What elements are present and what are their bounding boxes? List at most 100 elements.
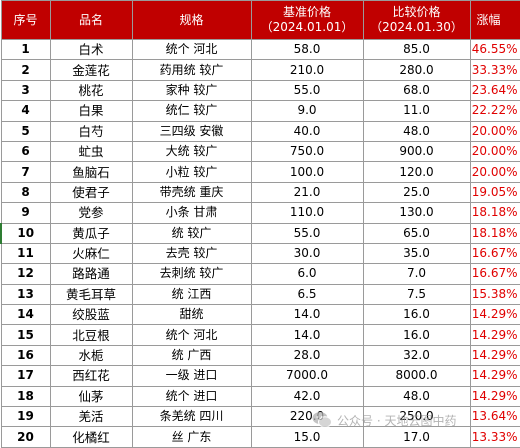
cell-price-end: 48.0 [362, 385, 471, 408]
cell-price-end: 130.0 [362, 202, 471, 224]
table-row: 3 桃花 家种 较广 55.0 68.0 23.64% [0, 79, 520, 102]
cell-price-end: 120.0 [362, 161, 471, 183]
cell-price-end: 48.0 [362, 120, 471, 142]
cell-spec: 统 较广 [131, 222, 252, 244]
cell-price-start: 210.0 [250, 59, 364, 81]
cell-change: 20.00% [469, 161, 520, 183]
cell-name: 白果 [49, 100, 133, 122]
cell-spec: 统个 河北 [131, 324, 252, 346]
cell-price-end: 11.0 [362, 100, 471, 122]
cell-no: 8 [0, 181, 51, 204]
table-row: 18 仙茅 统个 进口 42.0 48.0 14.29% [0, 385, 520, 408]
header-price-start: 基准价格 （2024.01.01） [250, 0, 364, 40]
cell-spec: 条羌统 四川 [131, 406, 252, 428]
table-row: 2 金莲花 药用统 较广 210.0 280.0 33.33% [0, 59, 520, 81]
cell-name: 仙茅 [49, 385, 133, 408]
cell-spec: 统 广西 [131, 344, 252, 367]
cell-no: 10 [0, 222, 51, 244]
cell-no: 13 [0, 283, 51, 306]
cell-price-start: 100.0 [250, 161, 364, 183]
table-row: 16 水栀统 广西 28.0 32.0 14.29% [0, 344, 520, 367]
cell-spec: 小条 甘肃 [131, 202, 252, 224]
cell-price-start: 750.0 [250, 140, 364, 163]
cell-name: 党参 [49, 202, 133, 224]
cell-price-start: 14.0 [250, 304, 364, 326]
table-row: 14 绞股蓝 甜统 14.0 16.0 14.29% [0, 304, 520, 326]
cell-no: 14 [0, 304, 51, 326]
cell-no: 9 [0, 202, 51, 224]
cell-spec: 甜统 [131, 304, 252, 326]
cell-change: 23.64% [469, 79, 520, 102]
cell-no: 18 [0, 385, 51, 408]
cell-change: 14.29% [469, 344, 520, 367]
cell-price-start: 7000.0 [250, 365, 364, 387]
cell-price-start: 55.0 [250, 79, 364, 102]
table-row: 10 黄瓜子统 较广 55.0 65.0 18.18% [0, 222, 520, 244]
cell-price-end: 25.0 [362, 181, 471, 204]
cell-spec: 一级 进口 [131, 365, 252, 387]
header-change: 涨幅 [469, 0, 520, 40]
cell-price-start: 6.0 [250, 263, 364, 285]
cell-no: 5 [0, 120, 51, 142]
cell-change: 13.64% [469, 406, 520, 428]
cell-spec: 小粒 较广 [131, 161, 252, 183]
cell-price-start: 40.0 [250, 120, 364, 142]
header-no: 序号 [0, 0, 51, 40]
cell-change: 16.67% [469, 242, 520, 265]
table-row: 20 化橘红丝 广东 15.0 17.0 13.33% [0, 426, 520, 448]
table-row: 4 白果 统仁 较广 9.0 11.0 22.22% [0, 100, 520, 122]
cell-name: 黄毛耳草 [49, 283, 133, 306]
cell-no: 6 [0, 140, 51, 163]
cell-price-start: 58.0 [250, 38, 364, 61]
cell-no: 19 [0, 406, 51, 428]
cell-no: 2 [0, 59, 51, 81]
table-row: 12 路路通 去刺统 较广 6.0 7.0 16.67% [0, 263, 520, 285]
cell-spec: 三四级 安徽 [131, 120, 252, 142]
cell-spec: 丝 广东 [131, 426, 252, 448]
cell-no: 3 [0, 79, 51, 102]
cell-name: 路路通 [49, 263, 133, 285]
cell-name: 金莲花 [49, 59, 133, 81]
cell-price-end: 8000.0 [362, 365, 471, 387]
cell-name: 羌活 [49, 406, 133, 428]
cell-change: 14.29% [469, 385, 520, 408]
table-row: 17 西红花 一级 进口 7000.0 8000.0 14.29% [0, 365, 520, 387]
cell-name: 化橘红 [49, 426, 133, 448]
table-header: 序号 品名 规格 基准价格 （2024.01.01） 比较价格 （2024.01… [0, 0, 520, 40]
cell-price-end: 85.0 [362, 38, 471, 61]
cell-price-end: 250.0 [362, 406, 471, 428]
header-price-end-date: （2024.01.30） [370, 20, 463, 34]
cell-price-end: 17.0 [362, 426, 471, 448]
cell-change: 14.29% [469, 324, 520, 346]
cell-name: 虻虫 [49, 140, 133, 163]
cell-no: 15 [0, 324, 51, 346]
table-row: 19 羌活 条羌统 四川 220.0 250.0 13.64% [0, 406, 520, 428]
cell-change: 20.00% [469, 120, 520, 142]
cell-name: 火麻仁 [49, 242, 133, 265]
cell-change: 46.55% [469, 38, 520, 61]
cell-price-end: 280.0 [362, 59, 471, 81]
cell-price-start: 30.0 [250, 242, 364, 265]
header-spec: 规格 [131, 0, 252, 40]
cell-price-end: 7.5 [362, 283, 471, 306]
cell-spec: 药用统 较广 [131, 59, 252, 81]
cell-spec: 统个 进口 [131, 385, 252, 408]
cell-no: 1 [0, 38, 51, 61]
cell-spec: 家种 较广 [131, 79, 252, 102]
cell-price-end: 16.0 [362, 304, 471, 326]
cell-price-start: 15.0 [250, 426, 364, 448]
cell-spec: 统 江西 [131, 283, 252, 306]
cell-no: 7 [0, 161, 51, 183]
cell-no: 11 [0, 242, 51, 265]
table-row: 8 使君子 带壳统 重庆 21.0 25.0 19.05% [0, 181, 520, 204]
header-price-start-date: （2024.01.01） [260, 20, 354, 34]
cell-change: 16.67% [469, 263, 520, 285]
cell-spec: 大统 较广 [131, 140, 252, 163]
cell-change: 18.18% [469, 202, 520, 224]
cell-no: 4 [0, 100, 51, 122]
cell-price-start: 55.0 [250, 222, 364, 244]
table-row: 5 白芍 三四级 安徽 40.0 48.0 20.00% [0, 120, 520, 142]
cell-spec: 带壳统 重庆 [131, 181, 252, 204]
table-row: 13 黄毛耳草统 江西 6.5 7.5 15.38% [0, 283, 520, 306]
